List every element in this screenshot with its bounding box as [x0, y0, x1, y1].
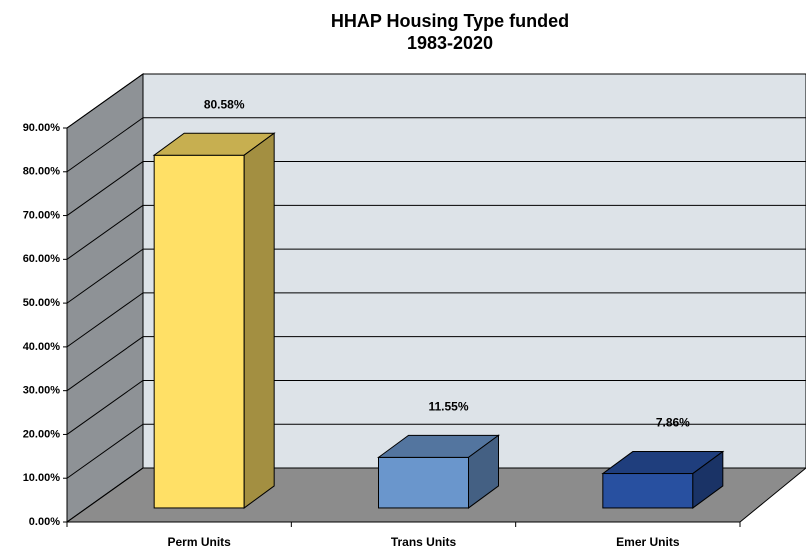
bar-front: [602, 473, 694, 509]
y-tick-label: 0.00%: [29, 516, 60, 528]
value-label: 11.55%: [428, 400, 468, 414]
value-label: 7.86%: [656, 416, 690, 430]
y-tick-label: 10.00%: [23, 472, 61, 484]
y-tick-label: 40.00%: [23, 341, 61, 353]
grid-line: [66, 292, 144, 348]
bar-side: [692, 450, 724, 509]
y-tick-label: 90.00%: [23, 122, 61, 134]
y-tick-label: 20.00%: [23, 428, 61, 440]
grid-line: [66, 73, 144, 129]
bar-side: [468, 434, 499, 509]
chart-title: HHAP Housing Type funded: [331, 11, 569, 31]
x-tick-label: Trans Units: [391, 535, 457, 549]
grid-line: [66, 423, 144, 479]
y-tick-label: 50.00%: [23, 297, 61, 309]
x-tick-label: Perm Units: [167, 535, 231, 549]
bar-front: [153, 154, 245, 509]
value-label: 80.58%: [204, 97, 245, 111]
grid-line: [66, 380, 144, 435]
x-tick-label: Emer Units: [616, 535, 680, 549]
grid-line: [66, 336, 144, 392]
y-tick-label: 70.00%: [23, 209, 61, 221]
bar-side: [243, 132, 275, 509]
grid-line: [66, 117, 144, 173]
side-wall: [66, 73, 144, 523]
grid-line: [66, 248, 144, 304]
grid-line: [66, 467, 144, 523]
bar-front: [378, 456, 469, 509]
y-tick-label: 60.00%: [23, 253, 61, 265]
y-tick-label: 80.00%: [23, 166, 61, 178]
grid-line: [66, 204, 144, 260]
chart-title: 1983-2020: [407, 33, 493, 53]
grid-line: [66, 161, 144, 216]
y-tick-label: 30.00%: [23, 385, 61, 397]
